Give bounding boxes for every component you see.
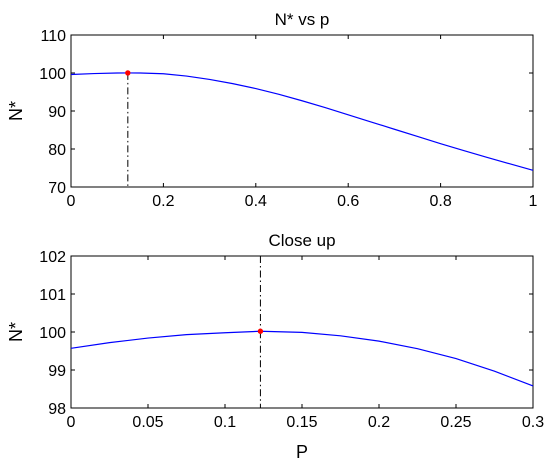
x-tick-label: 1 <box>529 193 538 210</box>
y-tick-label: 99 <box>48 363 66 380</box>
series-line <box>70 330 534 387</box>
x-tick-label: 0 <box>67 193 76 210</box>
series-line <box>70 72 534 171</box>
chart-title: Close up <box>268 231 335 250</box>
y-tick-label: 110 <box>40 28 66 45</box>
x-tick-label: 0.3 <box>522 414 544 431</box>
x-tick-label: 0.8 <box>429 193 451 210</box>
max-point-marker <box>125 70 131 76</box>
x-tick-label: 0.2 <box>152 193 174 210</box>
y-tick-label: 98 <box>48 401 66 418</box>
chart-title: N* vs p <box>275 10 330 29</box>
y-tick-label: 101 <box>39 287 66 304</box>
y-tick-label: 100 <box>39 325 66 342</box>
x-tick-label: 0 <box>67 414 76 431</box>
chart-panel-top: N* vs p N* 0 0.2 0.4 0.6 0.8 1 70 80 90 100 110 <box>6 10 538 210</box>
x-tick-label: 0.6 <box>337 193 359 210</box>
y-tick-label: 100 <box>39 66 66 83</box>
x-tick-label: 0.05 <box>132 414 163 431</box>
x-tick-label: 0.4 <box>245 193 267 210</box>
x-tick-label: 0.1 <box>214 414 236 431</box>
y-axis-label: N* <box>6 322 26 342</box>
x-tick-label: 0.15 <box>286 414 317 431</box>
y-tick-label: 80 <box>48 142 66 159</box>
y-tick-label: 70 <box>48 180 66 197</box>
y-tick-label: 90 <box>48 104 66 121</box>
chart-panel-bottom: Close up N* P 0 0.05 0.1 0.15 0.2 0.25 0.3 98 99… <box>6 231 544 462</box>
x-axis-label: P <box>296 442 308 462</box>
x-tick-label: 0.25 <box>440 414 471 431</box>
x-tick-label: 0.2 <box>368 414 390 431</box>
plot-area <box>70 34 534 188</box>
max-point-marker <box>257 328 264 334</box>
y-axis-label: N* <box>6 101 26 121</box>
y-tick-label: 102 <box>39 249 66 266</box>
